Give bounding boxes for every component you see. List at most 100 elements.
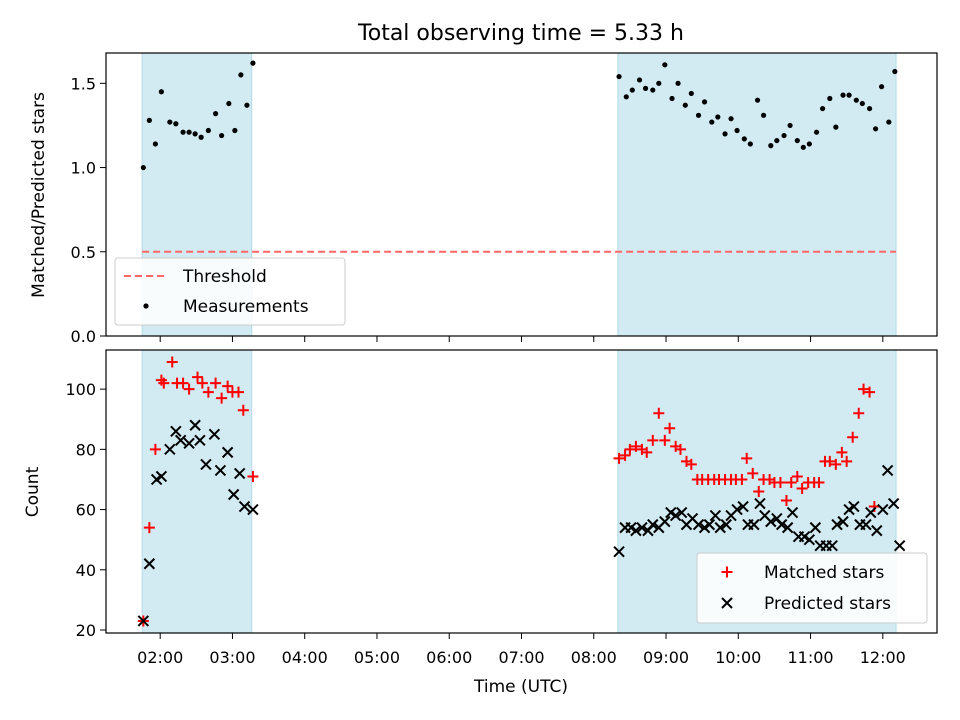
measurement-point xyxy=(662,62,668,68)
predicted-star-point xyxy=(189,419,201,431)
predicted-star-point xyxy=(865,506,877,519)
predicted-star-point xyxy=(164,443,176,456)
matched-star-point xyxy=(630,440,642,452)
matched-star-point xyxy=(196,377,208,389)
matched-star-point xyxy=(830,458,842,470)
predicted-star-point xyxy=(781,521,794,534)
measurement-point xyxy=(754,97,761,103)
predicted-star-point xyxy=(860,518,872,531)
x-tick-label: 09:00 xyxy=(643,648,689,667)
x-tick-label: 10:00 xyxy=(715,648,761,667)
legend-x-marker xyxy=(721,597,733,609)
top-legend-box xyxy=(114,257,346,326)
measurement-point xyxy=(722,131,728,137)
predicted-star-point xyxy=(200,458,212,471)
bottom-y-axis-label: Count xyxy=(23,466,43,517)
matched-star-point xyxy=(653,407,665,419)
predicted-star-point xyxy=(174,434,187,447)
measurement-point xyxy=(741,136,747,142)
measurement-point xyxy=(695,112,702,118)
measurement-point xyxy=(774,137,780,144)
matched-star-point xyxy=(192,371,204,383)
matched-star-point xyxy=(847,431,859,443)
measurement-point xyxy=(781,132,787,139)
measurement-point xyxy=(244,102,250,108)
measurement-point xyxy=(701,99,708,105)
matched-star-point xyxy=(210,377,222,389)
predicted-star-point xyxy=(247,503,259,516)
measurement-point xyxy=(219,132,225,139)
measurement-point xyxy=(682,102,688,108)
measurement-point xyxy=(892,68,898,75)
measurement-point xyxy=(636,77,643,83)
matched-star-point xyxy=(858,383,870,395)
predicted-star-point xyxy=(630,524,642,537)
matched-star-point xyxy=(237,404,249,416)
top-y-tick-label: 0.5 xyxy=(71,243,96,262)
measurement-point xyxy=(715,114,721,120)
matched-star-point xyxy=(736,473,748,485)
bottom-panel: 20 40 60 80 100 02:00 03:00 04:00 05:00 06:00 07:… xyxy=(23,350,938,697)
legend-measurements-label: Measurements xyxy=(183,297,309,317)
matched-star-point xyxy=(641,446,653,458)
measurement-point xyxy=(250,60,256,66)
predicted-star-point xyxy=(636,521,648,534)
bottom-y-tick-label: 60 xyxy=(76,501,96,520)
x-tick-label: 05:00 xyxy=(354,648,400,667)
predicted-star-point xyxy=(731,503,743,516)
x-tick-label: 04:00 xyxy=(282,648,328,667)
measurement-point xyxy=(232,127,238,134)
measurement-point xyxy=(616,73,622,80)
measurement-point xyxy=(152,141,158,147)
matched-star-point xyxy=(747,467,759,479)
measurement-point xyxy=(806,141,812,147)
matched-star-point xyxy=(619,449,631,461)
matched-star-point xyxy=(247,470,259,482)
predicted-star-point xyxy=(221,446,234,459)
predicted-star-point xyxy=(208,428,221,441)
top-y-axis: 0.0 0.5 1.0 1.5 xyxy=(71,74,106,346)
matched-star-point xyxy=(177,377,189,389)
matched-star-point xyxy=(624,443,636,455)
predicted-star-point xyxy=(893,539,906,552)
predicted-star-point xyxy=(669,509,682,522)
predicted-star-point xyxy=(155,470,168,483)
bottom-y-axis: 20 40 60 80 100 xyxy=(65,380,106,640)
matched-stars-series xyxy=(138,357,880,627)
predicted-star-point xyxy=(214,464,227,477)
matched-star-point xyxy=(659,434,671,446)
bottom-y-tick-label: 40 xyxy=(76,561,96,580)
matched-star-point xyxy=(685,458,697,470)
measurement-point xyxy=(768,143,774,149)
predicted-star-point xyxy=(233,467,246,480)
measurement-point xyxy=(675,80,681,86)
measurement-point xyxy=(760,112,767,118)
measurement-point xyxy=(794,137,800,144)
matched-star-point xyxy=(232,386,244,398)
measurement-point xyxy=(840,92,846,98)
matched-star-point xyxy=(841,455,853,467)
measurement-point xyxy=(709,119,715,125)
predicted-star-point xyxy=(831,518,843,531)
x-tick-label: 03:00 xyxy=(209,648,255,667)
matched-star-point xyxy=(158,377,170,389)
matched-star-point xyxy=(741,452,753,464)
measurement-point xyxy=(212,111,219,117)
measurement-point xyxy=(186,129,192,135)
top-y-tick-label: 1.5 xyxy=(71,74,96,93)
top-y-tick-label: 1.0 xyxy=(71,159,96,178)
predicted-star-point xyxy=(871,524,883,537)
measurement-point xyxy=(833,124,839,130)
predicted-star-point xyxy=(887,497,900,510)
predicted-star-point xyxy=(748,518,760,531)
matched-star-point xyxy=(183,383,195,395)
top-y-tick-label: 0.0 xyxy=(71,327,96,346)
matched-star-point xyxy=(753,486,765,497)
measurement-point xyxy=(800,144,806,150)
x-tick-label: 08:00 xyxy=(571,648,617,667)
measurement-point xyxy=(813,129,820,135)
measurement-point xyxy=(827,95,833,102)
x-tick-label: 11:00 xyxy=(787,648,833,667)
predicted-star-point xyxy=(194,434,206,447)
top-legend: Threshold Measurements xyxy=(114,257,346,326)
